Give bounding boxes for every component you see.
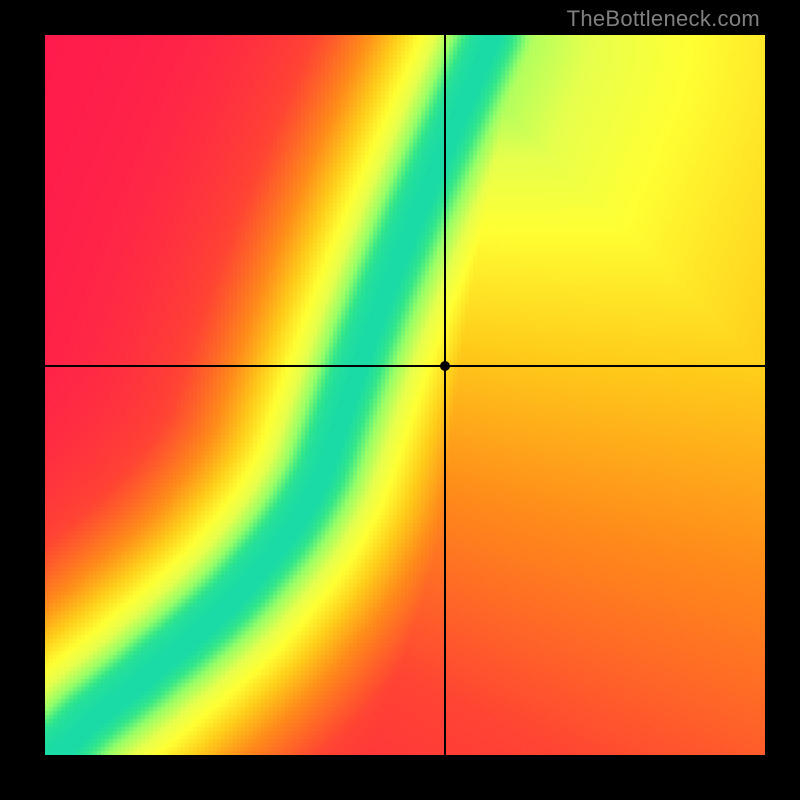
crosshair-vertical [444,35,446,755]
plot-area [45,35,765,755]
bottleneck-chart-frame: TheBottleneck.com [0,0,800,800]
heatmap-canvas [45,35,765,755]
crosshair-horizontal [45,365,765,367]
crosshair-dot [440,361,450,371]
watermark-text: TheBottleneck.com [567,6,760,32]
